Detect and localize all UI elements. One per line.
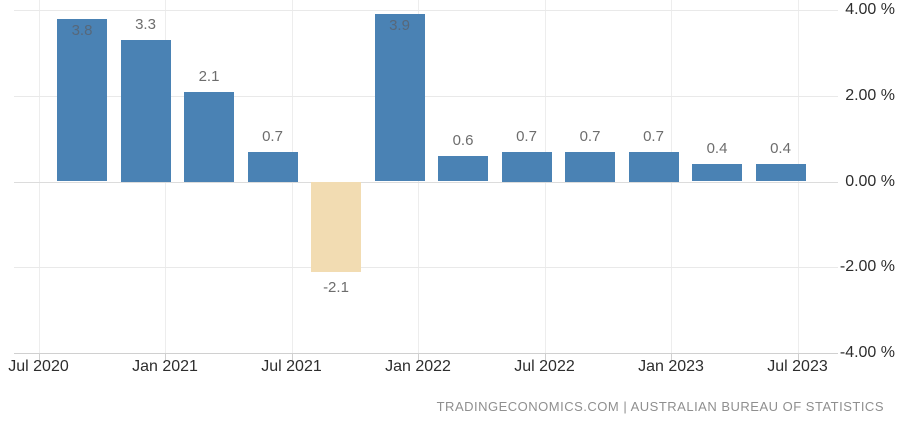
x-axis-label: Jul 2021 bbox=[261, 358, 322, 375]
x-axis-label: Jan 2023 bbox=[638, 358, 704, 375]
bar-value-label: 0.6 bbox=[452, 131, 474, 149]
data-bar[interactable] bbox=[311, 181, 361, 272]
data-bar[interactable] bbox=[628, 151, 679, 182]
x-gridline bbox=[38, 0, 40, 353]
data-bar[interactable] bbox=[184, 91, 234, 182]
y-gridline bbox=[14, 267, 838, 268]
bar-value-label: 0.7 bbox=[516, 127, 537, 145]
x-axis-label: Jan 2022 bbox=[385, 358, 451, 375]
x-axis-label: Jan 2021 bbox=[132, 358, 198, 375]
bar-value-label: 3.3 bbox=[135, 16, 156, 33]
x-tick-mark bbox=[165, 353, 166, 361]
bar-value-label: 0.7 bbox=[579, 127, 601, 145]
data-bar[interactable] bbox=[374, 14, 425, 182]
data-bar[interactable] bbox=[501, 151, 552, 182]
x-tick-mark bbox=[797, 353, 799, 361]
attribution-text: TRADINGECONOMICS.COM | AUSTRALIAN BUREAU… bbox=[436, 399, 884, 414]
bar-value-label: 3.8 bbox=[71, 21, 93, 39]
y-axis-label: 2.00 % bbox=[845, 86, 895, 104]
bar-value-label: 0.7 bbox=[262, 127, 283, 145]
data-bar[interactable] bbox=[120, 40, 171, 182]
x-axis-label: Jul 2023 bbox=[767, 358, 828, 375]
data-bar[interactable] bbox=[565, 151, 615, 182]
y-gridline bbox=[14, 96, 838, 97]
y-gridline bbox=[14, 182, 838, 183]
bar-value-label: 0.4 bbox=[706, 140, 728, 158]
x-tick-mark bbox=[671, 353, 672, 361]
y-axis-label: 4.00 % bbox=[845, 1, 895, 18]
bar-value-label: -2.1 bbox=[323, 278, 349, 296]
y-axis-label: -4.00 % bbox=[839, 344, 895, 361]
x-tick-mark bbox=[418, 353, 419, 361]
x-tick-mark bbox=[544, 353, 546, 361]
bar-value-label: 0.4 bbox=[770, 140, 791, 158]
x-axis-label: Jul 2020 bbox=[8, 358, 69, 375]
y-gridline bbox=[14, 353, 838, 354]
data-bar[interactable] bbox=[692, 164, 742, 182]
y-axis-label: 0.00 % bbox=[845, 172, 895, 190]
data-bar[interactable] bbox=[247, 151, 298, 182]
data-bar[interactable] bbox=[57, 18, 107, 182]
data-bar[interactable] bbox=[755, 164, 806, 182]
y-axis-label: -2.00 % bbox=[839, 258, 895, 276]
bar-value-label: 2.1 bbox=[198, 67, 220, 85]
x-tick-mark bbox=[38, 353, 40, 361]
bar-value-label: 0.7 bbox=[643, 127, 664, 145]
bar-value-label: 3.9 bbox=[389, 17, 410, 35]
x-axis-label: Jul 2022 bbox=[514, 358, 575, 375]
x-tick-mark bbox=[291, 353, 293, 361]
y-gridline bbox=[14, 10, 838, 11]
data-bar[interactable] bbox=[438, 155, 488, 182]
